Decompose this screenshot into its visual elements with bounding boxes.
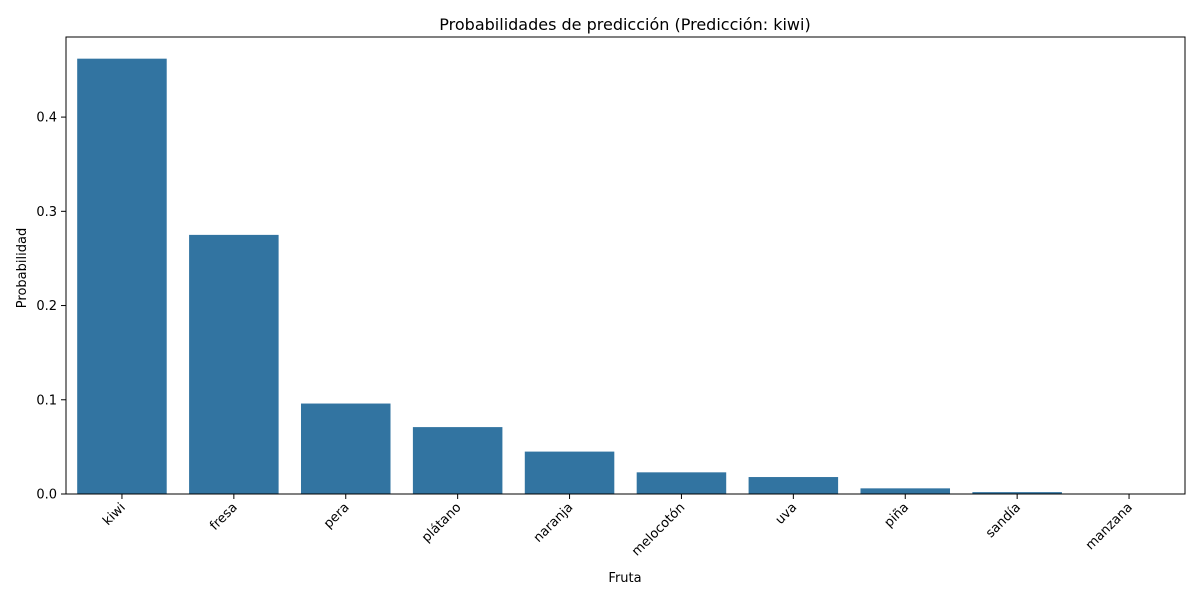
x-tick-label: pera xyxy=(321,500,353,532)
y-tick-label: 0.2 xyxy=(36,299,57,314)
x-tick-label: uva xyxy=(773,500,801,528)
x-tick-label: plátano xyxy=(419,500,464,545)
x-tick-label: fresa xyxy=(207,500,240,533)
x-tick-label: sandía xyxy=(983,500,1024,541)
bar-sandía xyxy=(972,492,1062,494)
y-tick-label: 0.1 xyxy=(36,393,57,408)
bar-kiwi xyxy=(77,58,167,495)
y-axis-label: Probabilidad xyxy=(15,228,30,308)
bar-pera xyxy=(300,403,391,494)
bar-plátano xyxy=(412,427,503,494)
x-tick-label: melocotón xyxy=(629,500,688,559)
y-tick-label: 0.3 xyxy=(36,205,57,220)
chart-title: Probabilidades de predicción (Predicción… xyxy=(439,15,810,34)
y-tick-label: 0.4 xyxy=(36,111,57,126)
axes-frame xyxy=(65,36,1186,495)
bar-melocotón xyxy=(636,472,727,494)
x-tick-label: naranja xyxy=(531,500,576,545)
x-tick-label: piña xyxy=(882,500,912,530)
x-axis-label: Fruta xyxy=(608,571,641,586)
bar-piña xyxy=(860,488,951,494)
bar-uva xyxy=(748,477,839,494)
bar-naranja xyxy=(524,451,615,494)
x-tick-label: kiwi xyxy=(100,500,129,529)
bar-fresa xyxy=(189,234,279,494)
x-tick-label: manzana xyxy=(1083,500,1136,553)
plot-area: 0.0 0.1 0.2 0.3 0.4 kiwi fresa pera plátano naran… xyxy=(36,36,1186,559)
y-tick-label: 0.0 xyxy=(36,488,57,503)
